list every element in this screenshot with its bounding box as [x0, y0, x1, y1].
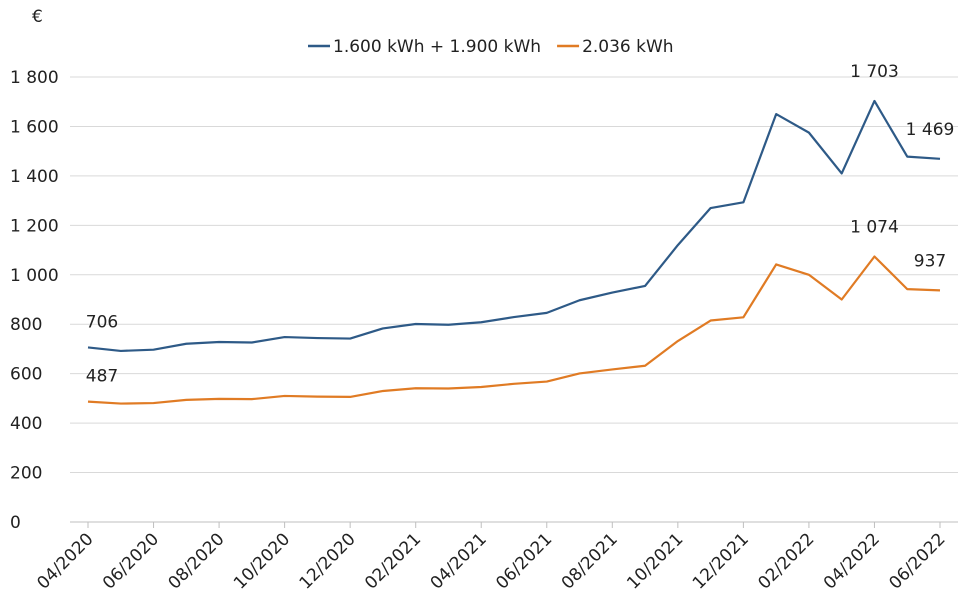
y-tick-label: 800: [10, 315, 42, 335]
series-line: [87, 255, 941, 405]
x-tick-label: 02/2022: [754, 529, 818, 593]
data-label: 487: [86, 367, 118, 387]
x-tick-label: 06/2021: [492, 529, 556, 593]
x-tick-label: 04/2021: [427, 529, 491, 593]
y-tick-label: 1 400: [10, 167, 59, 187]
x-tick-label: 06/2020: [99, 529, 163, 593]
x-tick-label: 10/2020: [230, 529, 294, 593]
y-tick-label: 1 200: [10, 216, 59, 236]
data-label: 937: [914, 251, 946, 271]
y-axis-label: €: [32, 7, 43, 27]
x-tick-label: 02/2021: [361, 529, 425, 593]
x-tick-label: 12/2021: [689, 529, 753, 593]
x-tick-label: 04/2022: [820, 529, 884, 593]
data-label: 1 703: [850, 62, 899, 82]
legend-label: 1.600 kWh + 1.900 kWh: [333, 37, 541, 57]
data-label: 706: [86, 312, 118, 332]
y-tick-label: 0: [10, 513, 21, 533]
x-tick-label: 12/2020: [296, 529, 360, 593]
y-tick-label: 600: [10, 365, 42, 385]
data-label: 1 469: [906, 120, 955, 140]
y-tick-label: 400: [10, 414, 42, 434]
series-line: [87, 99, 941, 353]
x-tick-label: 08/2020: [165, 529, 229, 593]
y-tick-label: 1 000: [10, 266, 59, 286]
x-tick-label: 10/2021: [623, 529, 687, 593]
data-label: 1 074: [850, 217, 899, 237]
x-tick-label: 08/2021: [558, 529, 622, 593]
y-tick-label: 1 600: [10, 117, 59, 137]
x-tick-label: 06/2022: [885, 529, 949, 593]
x-tick-label: 04/2020: [33, 529, 97, 593]
y-tick-label: 200: [10, 464, 42, 484]
legend-label: 2.036 kWh: [582, 37, 674, 57]
y-tick-label: 1 800: [10, 68, 59, 88]
